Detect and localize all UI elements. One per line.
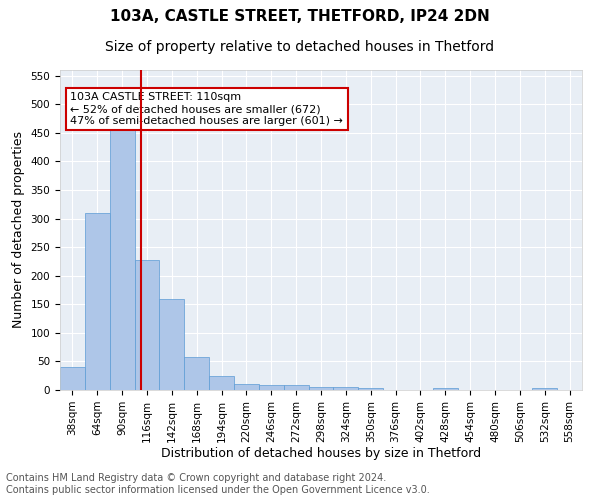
Bar	[358, 388, 383, 390]
Bar	[184, 357, 209, 390]
Bar	[334, 387, 358, 390]
Text: Size of property relative to detached houses in Thetford: Size of property relative to detached ho…	[106, 40, 494, 54]
Bar	[60, 367, 85, 390]
Bar	[134, 260, 160, 390]
Bar	[259, 386, 284, 390]
X-axis label: Distribution of detached houses by size in Thetford: Distribution of detached houses by size …	[161, 448, 481, 460]
Bar	[209, 376, 234, 390]
Text: Contains HM Land Registry data © Crown copyright and database right 2024.
Contai: Contains HM Land Registry data © Crown c…	[6, 474, 430, 495]
Bar	[308, 387, 334, 390]
Y-axis label: Number of detached properties: Number of detached properties	[12, 132, 25, 328]
Text: 103A, CASTLE STREET, THETFORD, IP24 2DN: 103A, CASTLE STREET, THETFORD, IP24 2DN	[110, 8, 490, 24]
Bar	[532, 388, 557, 390]
Bar	[234, 384, 259, 390]
Bar	[160, 298, 184, 390]
Bar	[110, 130, 134, 390]
Bar	[284, 386, 308, 390]
Bar	[85, 213, 110, 390]
Bar	[433, 388, 458, 390]
Text: 103A CASTLE STREET: 110sqm
← 52% of detached houses are smaller (672)
47% of sem: 103A CASTLE STREET: 110sqm ← 52% of deta…	[70, 92, 343, 126]
